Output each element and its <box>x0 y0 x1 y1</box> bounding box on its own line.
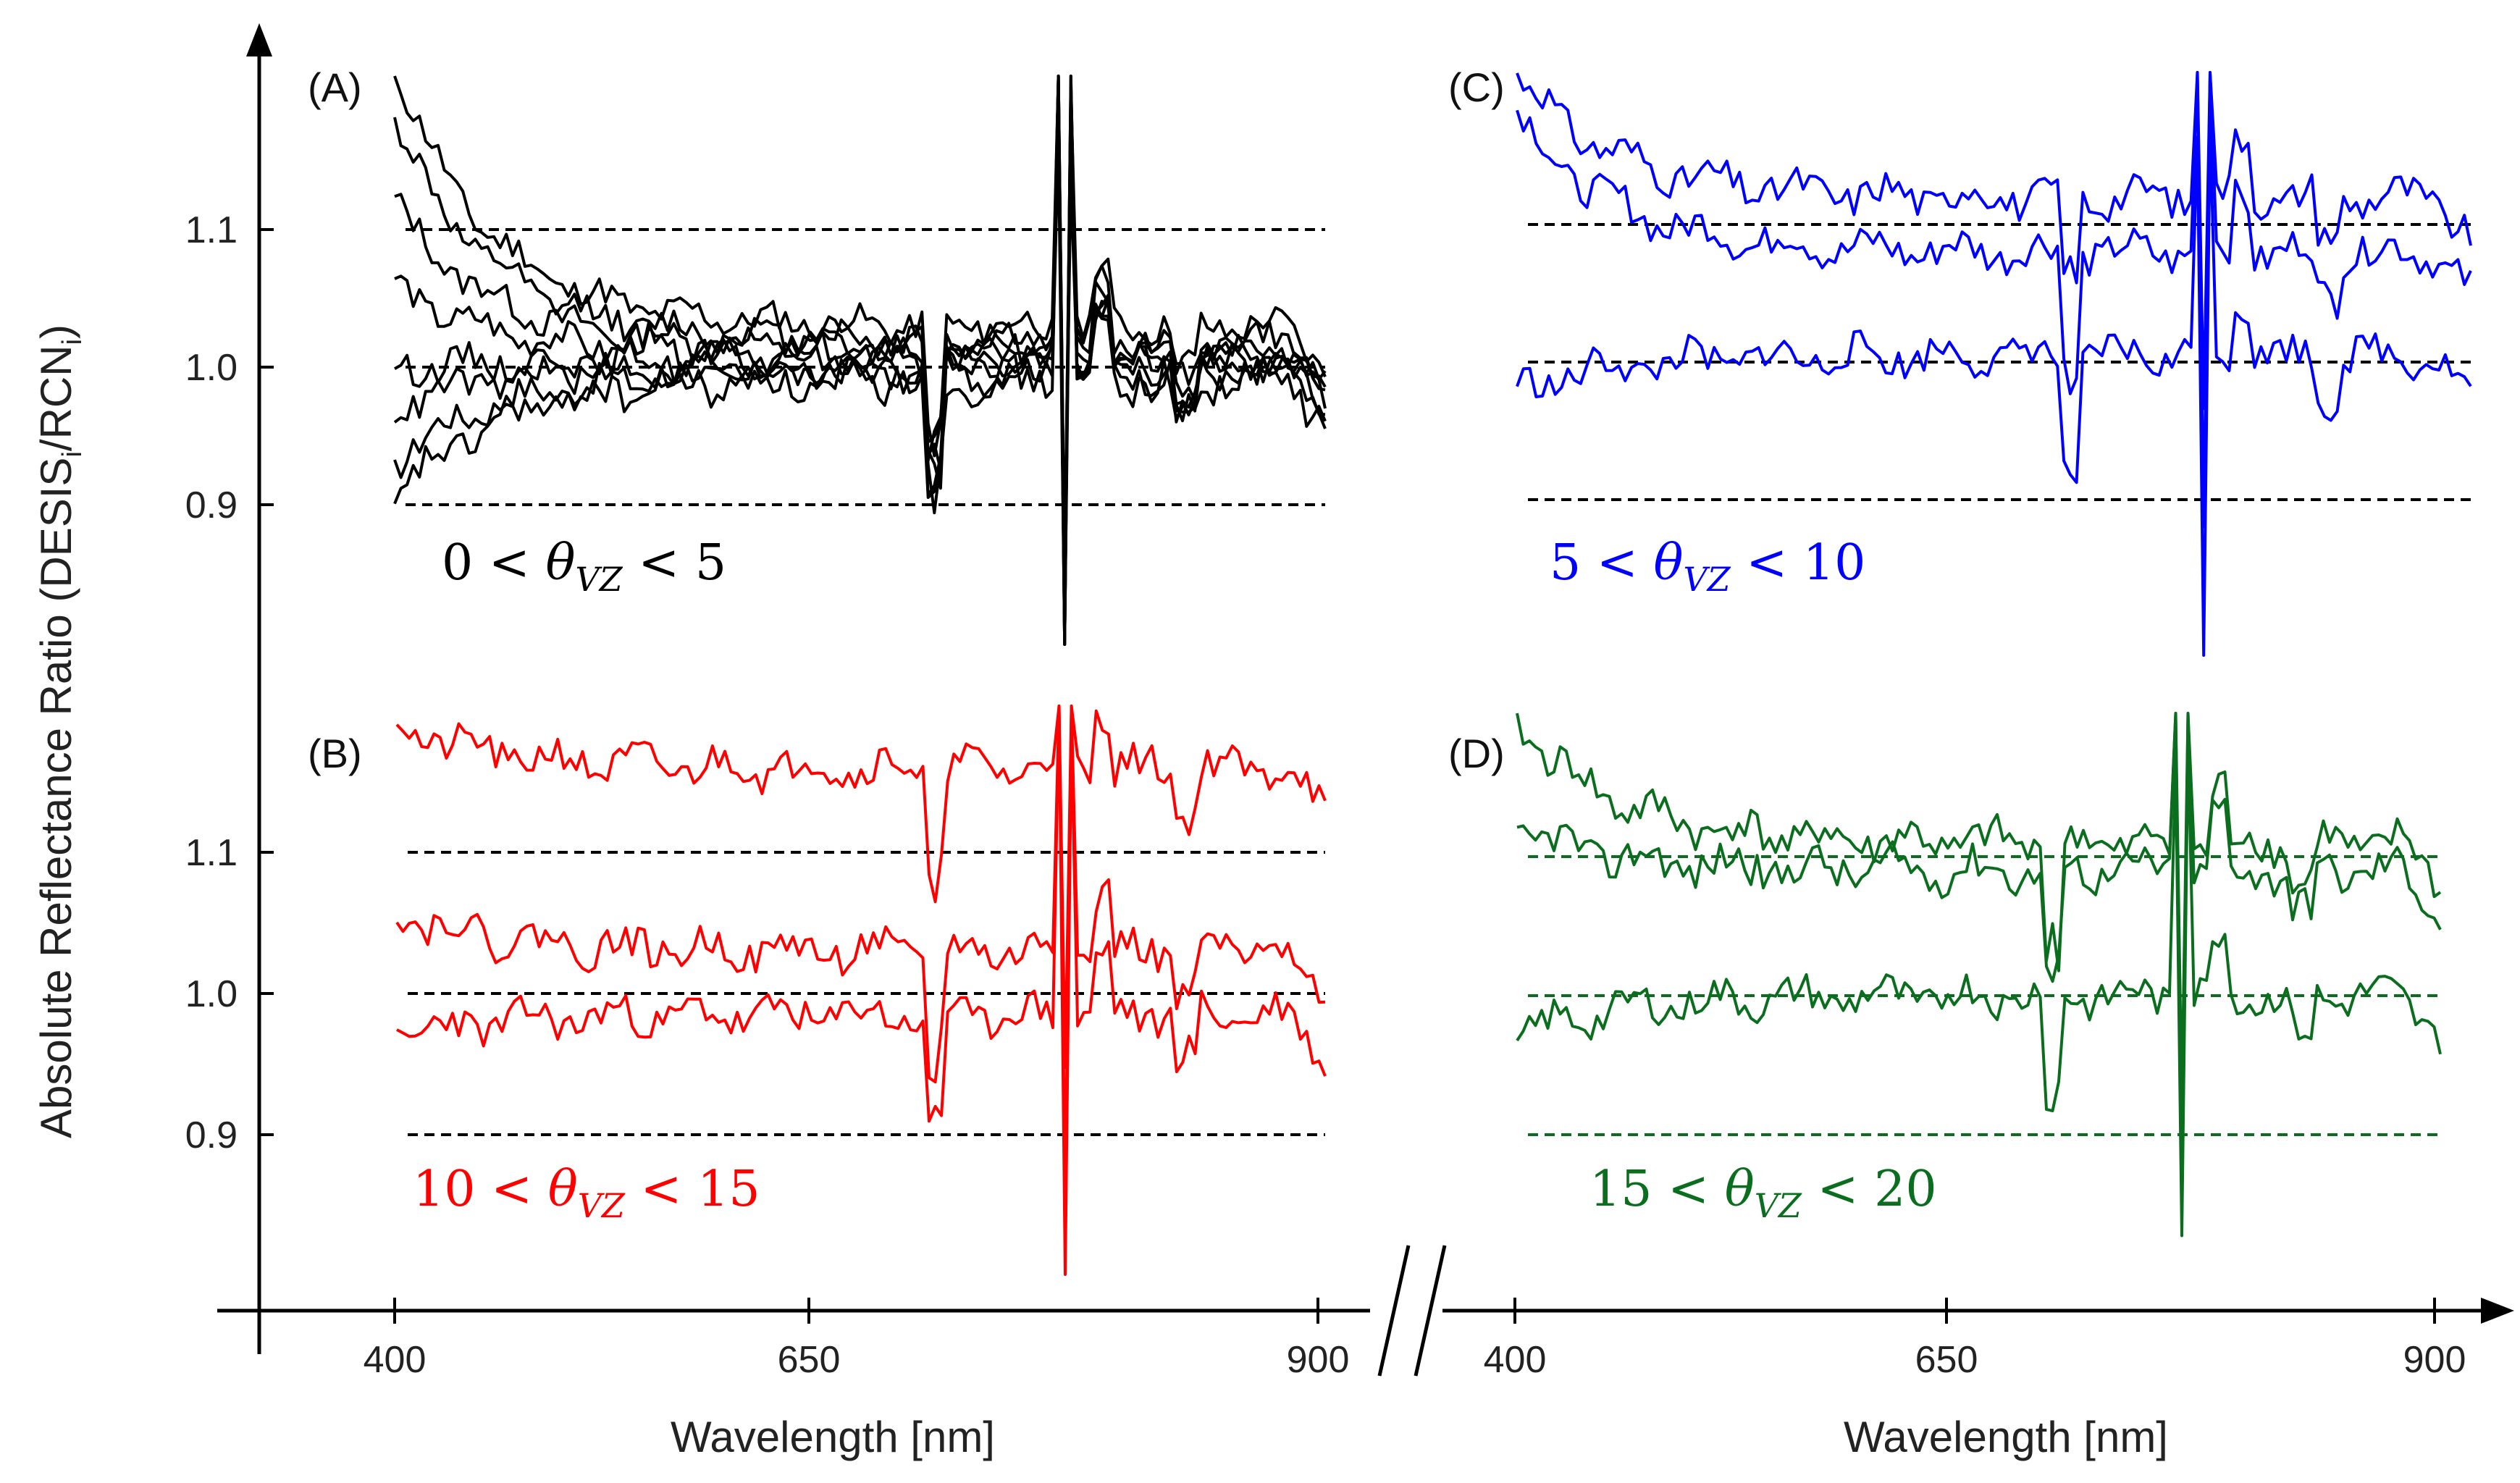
y-tick-label-1: 1.0 <box>185 973 238 1015</box>
panel-C: (C) 5 < θVZ < 10 <box>1448 64 2472 657</box>
x-axis-title-right: Wavelength [nm] <box>1844 1413 2168 1461</box>
y-axis-title-end: ) <box>32 324 80 339</box>
angle-annotation-B: 10 < θVZ < 15 <box>413 1161 760 1225</box>
angle-range-high: < 15 <box>625 1161 760 1218</box>
angle-annotation-A: 0 < θVZ < 5 <box>442 534 726 599</box>
series-line-C1 <box>1516 71 2472 411</box>
series-line-A2 <box>393 90 1326 646</box>
series-line-B2 <box>395 705 1326 1195</box>
angle-range-high: < 5 <box>623 534 726 592</box>
angle-range-low: 0 < <box>442 534 545 592</box>
theta-symbol: θ <box>545 534 575 592</box>
y-tick-label-0-9: 0.9 <box>185 484 238 526</box>
theta-symbol: θ <box>1725 1161 1755 1218</box>
series-line-A7 <box>393 75 1326 646</box>
series-line-C2 <box>1516 71 2472 529</box>
y-tick-label-1-1: 1.1 <box>185 832 238 874</box>
angle-annotation-C: 5 < θVZ < 10 <box>1550 534 1865 599</box>
panel-D: (D) 15 < θVZ < 20 <box>1448 712 2442 1238</box>
angle-range-high: < 20 <box>1802 1161 1937 1218</box>
y-axis-arrow <box>246 23 272 56</box>
series-line-B1 <box>395 705 1327 1070</box>
panels: 1.11.00.9(A)0 < θVZ < 51.11.00.9(B)10 < … <box>185 64 2472 1276</box>
theta-subscript: VZ <box>578 1186 626 1225</box>
theta-subscript: VZ <box>1755 1186 1802 1225</box>
series-line-B3 <box>396 705 1327 1276</box>
y-axis-title: Absolute Reflectance Ratio (DESISi/RCNi) <box>32 324 88 1138</box>
y-axis-title-sub2: i <box>57 339 88 345</box>
theta-symbol: θ <box>548 1161 578 1218</box>
theta-subscript: VZ <box>1683 560 1731 599</box>
x-tick-label-right-400: 400 <box>1484 1339 1547 1381</box>
x-tick-label-right-900: 900 <box>2403 1339 2466 1381</box>
panel-A: 1.1 1.0 0.9 (A) 0 < θVZ < 5 <box>185 64 1327 646</box>
series-line-A1 <box>393 75 1327 590</box>
series-line-D1 <box>1516 712 2442 1105</box>
panel-label-C: (C) <box>1448 64 1505 110</box>
y-tick-label-1-1: 1.1 <box>185 209 238 251</box>
series-line-A8 <box>393 75 1327 646</box>
y-axis-title-main: Absolute Reflectance Ratio (DESIS <box>32 458 80 1138</box>
x-tick-label-left-650: 650 <box>778 1339 841 1381</box>
angle-annotation-D: 15 < θVZ < 20 <box>1589 1161 1937 1225</box>
series-line-A3 <box>394 75 1327 569</box>
x-axis-arrow <box>2481 1298 2514 1324</box>
angle-range-low: 10 < <box>413 1161 548 1218</box>
theta-subscript: VZ <box>575 560 623 599</box>
angle-range-low: 15 < <box>1589 1161 1725 1218</box>
angle-range-high: < 10 <box>1731 534 1866 592</box>
panel-label-A: (A) <box>308 64 362 110</box>
y-tick-label-1: 1.0 <box>185 347 238 389</box>
x-tick-label-left-400: 400 <box>364 1339 427 1381</box>
series-line-A4 <box>394 112 1327 613</box>
axis-break-mark-2 <box>1414 1245 1447 1377</box>
y-tick-label-0-9: 0.9 <box>185 1114 238 1156</box>
x-tick-labels: 400 650 900 400 650 900 <box>364 1339 2466 1381</box>
y-axis-title-mid: /RCN <box>32 345 80 451</box>
y-axis-title-sub1: i <box>57 451 88 457</box>
x-axis-title-left: Wavelength [nm] <box>671 1413 995 1461</box>
x-tick-label-left-900: 900 <box>1287 1339 1350 1381</box>
x-tick-label-right-650: 650 <box>1915 1339 1978 1381</box>
series-line-D3 <box>1516 741 2442 1238</box>
panel-label-D: (D) <box>1448 731 1505 776</box>
x-ticks <box>393 1298 2436 1324</box>
series-line-D2 <box>1516 712 2442 1216</box>
theta-symbol: θ <box>1653 534 1683 592</box>
panel-B: 1.1 1.0 0.9 (B) 10 < θVZ < 15 <box>185 705 1327 1276</box>
series-line-C3 <box>1516 127 2472 657</box>
panel-label-B: (B) <box>308 731 362 776</box>
axis-break-mark-1 <box>1377 1245 1411 1377</box>
angle-range-low: 5 < <box>1550 534 1653 592</box>
